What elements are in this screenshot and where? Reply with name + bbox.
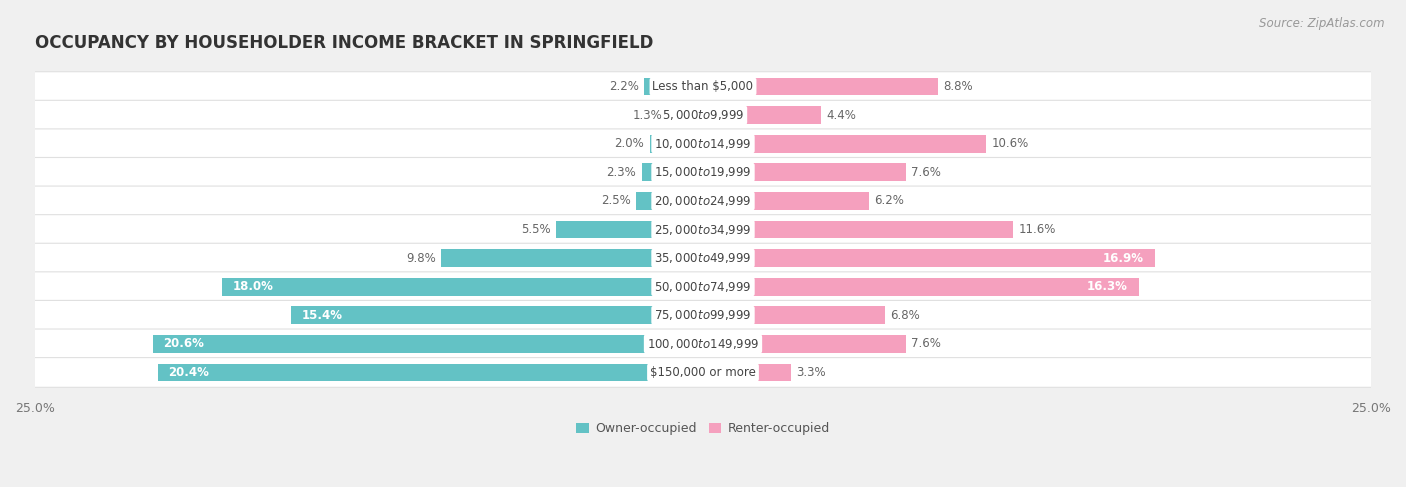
Text: 7.6%: 7.6% — [911, 166, 941, 179]
Text: 8.8%: 8.8% — [943, 80, 973, 93]
Bar — [152, 335, 703, 353]
Bar — [636, 192, 703, 210]
Text: Source: ZipAtlas.com: Source: ZipAtlas.com — [1260, 17, 1385, 30]
Text: 5.5%: 5.5% — [522, 223, 551, 236]
Bar — [650, 135, 703, 152]
Text: $10,000 to $14,999: $10,000 to $14,999 — [654, 137, 752, 151]
Bar — [703, 78, 938, 95]
Text: 2.5%: 2.5% — [602, 194, 631, 207]
FancyBboxPatch shape — [22, 157, 1384, 187]
Bar — [703, 164, 905, 181]
Bar — [441, 249, 703, 267]
FancyBboxPatch shape — [22, 72, 1384, 101]
FancyBboxPatch shape — [22, 357, 1384, 387]
Text: 15.4%: 15.4% — [302, 309, 343, 322]
Text: $5,000 to $9,999: $5,000 to $9,999 — [662, 108, 744, 122]
Text: 16.3%: 16.3% — [1087, 280, 1128, 293]
Bar — [703, 249, 1154, 267]
Text: 6.2%: 6.2% — [875, 194, 904, 207]
Bar — [291, 306, 703, 324]
Text: OCCUPANCY BY HOUSEHOLDER INCOME BRACKET IN SPRINGFIELD: OCCUPANCY BY HOUSEHOLDER INCOME BRACKET … — [35, 35, 654, 53]
Bar — [703, 306, 884, 324]
Text: 2.3%: 2.3% — [606, 166, 636, 179]
Legend: Owner-occupied, Renter-occupied: Owner-occupied, Renter-occupied — [571, 417, 835, 440]
Bar — [555, 221, 703, 238]
Text: 2.0%: 2.0% — [614, 137, 644, 150]
Bar — [703, 106, 821, 124]
Bar — [222, 278, 703, 296]
Bar — [157, 364, 703, 381]
Text: $50,000 to $74,999: $50,000 to $74,999 — [654, 280, 752, 294]
FancyBboxPatch shape — [22, 186, 1384, 216]
FancyBboxPatch shape — [22, 243, 1384, 273]
Text: 9.8%: 9.8% — [406, 252, 436, 264]
Text: 20.6%: 20.6% — [163, 337, 204, 350]
FancyBboxPatch shape — [22, 215, 1384, 244]
FancyBboxPatch shape — [22, 272, 1384, 301]
Bar — [703, 135, 986, 152]
Text: $20,000 to $24,999: $20,000 to $24,999 — [654, 194, 752, 208]
Bar — [703, 335, 905, 353]
Text: 18.0%: 18.0% — [232, 280, 274, 293]
FancyBboxPatch shape — [22, 329, 1384, 359]
Bar — [703, 278, 1139, 296]
Bar — [641, 164, 703, 181]
Text: 4.4%: 4.4% — [825, 109, 856, 122]
Text: $100,000 to $149,999: $100,000 to $149,999 — [647, 337, 759, 351]
Text: 11.6%: 11.6% — [1018, 223, 1056, 236]
Text: 20.4%: 20.4% — [169, 366, 209, 379]
Text: $15,000 to $19,999: $15,000 to $19,999 — [654, 166, 752, 179]
Text: $150,000 or more: $150,000 or more — [650, 366, 756, 379]
FancyBboxPatch shape — [22, 100, 1384, 130]
FancyBboxPatch shape — [22, 129, 1384, 159]
Bar — [703, 221, 1012, 238]
Text: 3.3%: 3.3% — [797, 366, 827, 379]
Text: 10.6%: 10.6% — [991, 137, 1029, 150]
Bar — [644, 78, 703, 95]
Text: $25,000 to $34,999: $25,000 to $34,999 — [654, 223, 752, 237]
Bar — [668, 106, 703, 124]
Text: $35,000 to $49,999: $35,000 to $49,999 — [654, 251, 752, 265]
Bar — [703, 364, 792, 381]
Text: 16.9%: 16.9% — [1102, 252, 1144, 264]
Text: 6.8%: 6.8% — [890, 309, 920, 322]
Text: Less than $5,000: Less than $5,000 — [652, 80, 754, 93]
Bar — [703, 192, 869, 210]
FancyBboxPatch shape — [22, 300, 1384, 330]
Text: 2.2%: 2.2% — [609, 80, 638, 93]
Text: 7.6%: 7.6% — [911, 337, 941, 350]
Text: $75,000 to $99,999: $75,000 to $99,999 — [654, 308, 752, 322]
Text: 1.3%: 1.3% — [633, 109, 662, 122]
